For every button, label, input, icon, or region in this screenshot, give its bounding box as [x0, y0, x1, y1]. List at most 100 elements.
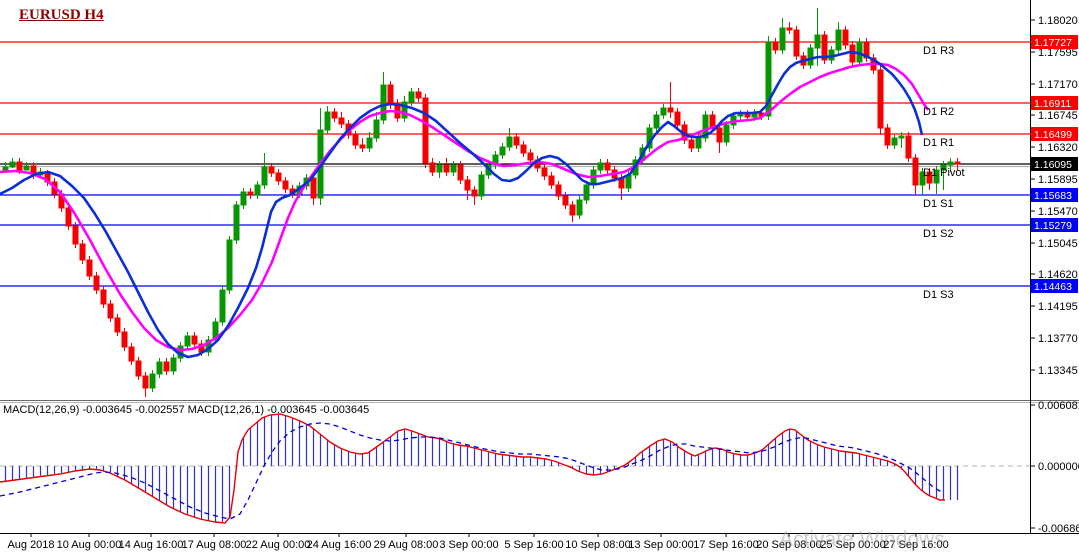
candle-bearish	[688, 139, 695, 149]
candle-bearish	[310, 177, 317, 199]
price-level-box	[1031, 279, 1078, 293]
candle-bearish	[338, 117, 345, 125]
price-level-box-value: 1.15683	[1034, 190, 1072, 202]
candle-bullish	[933, 169, 940, 184]
candle-bearish	[513, 136, 520, 146]
candle-bullish	[919, 171, 926, 186]
price-level-box	[1031, 188, 1078, 202]
price-level-box-value: 1.14463	[1034, 281, 1072, 293]
price-tick-label: 1.15045	[1038, 238, 1078, 250]
candle-bearish	[569, 204, 576, 216]
candle-bearish	[142, 375, 149, 389]
candle-bearish	[114, 317, 121, 333]
candle-bullish	[373, 119, 380, 139]
candle-bullish	[436, 164, 443, 173]
candle-bearish	[884, 127, 891, 146]
candle-bearish	[954, 161, 961, 165]
pivot-label-d1-s3: D1 S3	[923, 289, 954, 301]
candle-bearish	[464, 179, 471, 191]
candle-bullish	[807, 47, 814, 66]
candle-bullish	[9, 161, 16, 168]
candle-bullish	[940, 164, 947, 171]
candle-bearish	[331, 111, 338, 119]
macd-signal-line	[0, 422, 945, 520]
candle-bearish	[65, 207, 72, 227]
candle-bearish	[744, 113, 751, 118]
candle-bullish	[947, 161, 954, 166]
candle-bearish	[100, 289, 107, 305]
candle-bearish	[548, 175, 555, 186]
candle-bullish	[702, 114, 709, 139]
macd-tick-label: 0.000000	[1038, 461, 1079, 473]
candle-bullish	[723, 124, 730, 143]
candle-bearish	[877, 69, 884, 129]
pivot-label-d1-r1: D1 R1	[923, 137, 954, 149]
price-tick-label: 1.14620	[1038, 269, 1078, 281]
candle-bearish	[926, 171, 933, 184]
ma-fast-line	[0, 50, 924, 359]
candle-bearish	[443, 164, 450, 173]
price-tick-label: 1.16745	[1038, 110, 1078, 122]
candle-bearish	[863, 41, 870, 59]
candle-bearish	[247, 191, 254, 196]
candle-bearish	[793, 29, 800, 57]
price-level-box	[1031, 127, 1078, 141]
candle-bearish	[79, 243, 86, 261]
candle-bullish	[219, 289, 226, 323]
price-level-box-value: 1.16095	[1034, 159, 1072, 171]
macd-tick-label: 0.006081	[1038, 400, 1079, 412]
candle-bearish	[163, 361, 170, 372]
candle-bullish	[597, 162, 604, 171]
candle-bearish	[842, 29, 849, 46]
price-level-box-value: 1.15279	[1034, 220, 1072, 232]
time-tick-label: 17 Aug 08:00	[182, 539, 247, 551]
candle-bullish	[212, 321, 219, 341]
candle-bullish	[366, 137, 373, 149]
time-tick-label: 27 Sep 16:00	[883, 539, 948, 551]
candle-bullish	[506, 136, 513, 148]
candle-bullish	[261, 166, 268, 186]
time-tick-label: Aug 2018	[7, 539, 54, 551]
candle-bullish	[149, 373, 156, 389]
time-tick-label: 29 Aug 08:00	[374, 539, 439, 551]
price-tick-label: 1.14195	[1038, 301, 1078, 313]
candle-bearish	[415, 91, 422, 99]
candle-bearish	[667, 107, 674, 113]
candle-bearish	[275, 172, 282, 182]
price-tick-label: 1.18020	[1038, 15, 1078, 27]
time-tick-label: 13 Sep 00:00	[628, 539, 693, 551]
candle-bullish	[891, 137, 898, 146]
candle-bearish	[107, 303, 114, 319]
candle-bearish	[786, 27, 793, 31]
candle-bearish	[268, 166, 275, 174]
candle-bullish	[576, 199, 583, 216]
candle-bearish	[282, 180, 289, 190]
price-tick-label: 1.16320	[1038, 142, 1078, 154]
candle-bearish	[128, 346, 135, 362]
candle-bullish	[240, 191, 247, 206]
candle-bullish	[499, 146, 506, 156]
pivot-label-d1-r2: D1 R2	[923, 106, 954, 118]
price-tick-label: 1.17595	[1038, 47, 1078, 59]
candle-bearish	[135, 360, 142, 377]
candle-bearish	[429, 162, 436, 173]
macd-indicator-label: MACD(12,26,9) -0.003645 -0.002557 MACD(1…	[3, 404, 370, 416]
time-tick-label: 20 Sep 08:00	[756, 539, 821, 551]
time-tick-label: 10 Sep 08:00	[565, 539, 630, 551]
price-tick-label: 1.13345	[1038, 365, 1078, 377]
time-tick-label: 25 Sep 00:00	[820, 539, 885, 551]
time-tick-label: 17 Sep 16:00	[693, 539, 758, 551]
price-tick-label: 1.15470	[1038, 206, 1078, 218]
candle-bearish	[562, 195, 569, 206]
candle-bullish	[233, 204, 240, 241]
price-level-box	[1031, 96, 1078, 110]
macd-tick-label: -0.006861	[1038, 523, 1079, 535]
candle-bullish	[401, 101, 408, 119]
candle-bullish	[583, 184, 590, 201]
candle-bullish	[450, 164, 457, 173]
candle-bullish	[695, 137, 702, 149]
price-level-box	[1031, 157, 1078, 171]
candle-bearish	[912, 157, 919, 186]
candle-bullish	[380, 84, 387, 121]
